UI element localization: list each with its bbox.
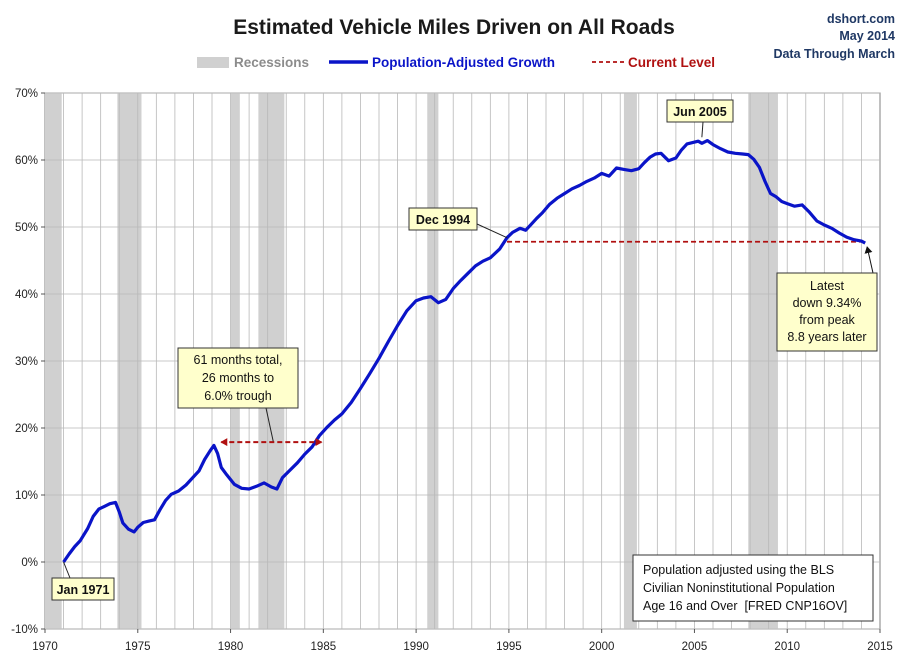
x-tick-label: 2015 [867, 641, 893, 653]
annotation-jun-2005-label: Jun 2005 [673, 105, 727, 119]
footnote-line-2: Civilian Noninstitutional Population [643, 581, 835, 595]
annotation-latest-line-2: down 9.34% [793, 296, 862, 310]
footnote: Population adjusted using the BLS Civili… [632, 554, 874, 622]
legend-series-label: Population-Adjusted Growth [372, 55, 555, 70]
x-tick-label: 2000 [589, 641, 615, 653]
x-tick-label: 1975 [125, 641, 151, 653]
peak-leader [701, 121, 704, 138]
annotation-jan-1971-label: Jan 1971 [57, 583, 110, 597]
annotation-latest-line-3: from peak [799, 313, 855, 327]
y-tick-label: 70% [15, 88, 38, 100]
x-tick-label: 2010 [774, 641, 800, 653]
legend-current-label: Current Level [628, 55, 715, 70]
annotation-latest-box [776, 272, 878, 352]
y-tick-label: 10% [15, 490, 38, 502]
latest-leader [864, 246, 874, 274]
annotation-jan-1971: Jan 1971 [51, 577, 115, 601]
chart-title: Estimated Vehicle Miles Driven on All Ro… [233, 16, 675, 39]
x-axis: 1970 1975 1980 1985 1990 1995 2000 2005 2010 2015 [32, 629, 893, 653]
footnote-box [632, 554, 874, 622]
y-tick-label: 20% [15, 423, 38, 435]
annotation-trough-note-line-3: 6.0% trough [204, 389, 271, 403]
legend-recession-swatch [197, 57, 229, 68]
x-tick-label: 2005 [682, 641, 708, 653]
source-line-2: May 2014 [839, 29, 895, 43]
x-tick-label: 1985 [311, 641, 337, 653]
x-tick-label: 1990 [403, 641, 429, 653]
annotation-jun-2005: Jun 2005 [666, 99, 734, 123]
legend-recessions-label: Recessions [234, 55, 309, 70]
annotation-dec-1994: Dec 1994 [408, 207, 478, 231]
y-tick-label: 0% [21, 557, 38, 569]
annotation-trough-note-line-1: 61 months total, [194, 353, 283, 367]
y-tick-label: 30% [15, 356, 38, 368]
x-tick-label: 1970 [32, 641, 58, 653]
source-line-1: dshort.com [827, 12, 895, 26]
trough-note-leader [265, 407, 274, 442]
footnote-line-1: Population adjusted using the BLS [643, 563, 834, 577]
annotation-trough-note: 61 months total, 26 months to 6.0% troug… [177, 347, 299, 409]
x-tick-label: 1995 [496, 641, 522, 653]
annotation-dec-1994-label: Dec 1994 [416, 213, 470, 227]
y-tick-label: 40% [15, 289, 38, 301]
annotation-latest-line-1: Latest [810, 279, 845, 293]
y-tick-label: 60% [15, 155, 38, 167]
legend: Recessions Population-Adjusted Growth Cu… [197, 55, 715, 70]
source-line-3: Data Through March [773, 47, 895, 61]
y-tick-label: -10% [11, 624, 38, 636]
annotation-trough-note-box [177, 347, 299, 409]
annotation-dec-1994-box [408, 207, 478, 231]
annotation-trough-note-line-2: 26 months to [202, 371, 274, 385]
annotation-jan-1971-box [51, 577, 115, 601]
y-axis: 70% 60% 50% 40% 30% 20% 10% 0% -10% [11, 88, 45, 636]
annotation-jun-2005-box [666, 99, 734, 123]
dec1994-leader [476, 223, 508, 239]
annotation-latest-line-4: 8.8 years later [787, 330, 866, 344]
annotation-latest: Latest down 9.34% from peak 8.8 years la… [776, 272, 878, 352]
footnote-line-3: Age 16 and Over [FRED CNP16OV] [643, 599, 847, 613]
y-tick-label: 50% [15, 222, 38, 234]
x-tick-label: 1980 [218, 641, 244, 653]
start-leader [63, 561, 71, 579]
series-line-population-adjusted-growth [62, 139, 866, 563]
